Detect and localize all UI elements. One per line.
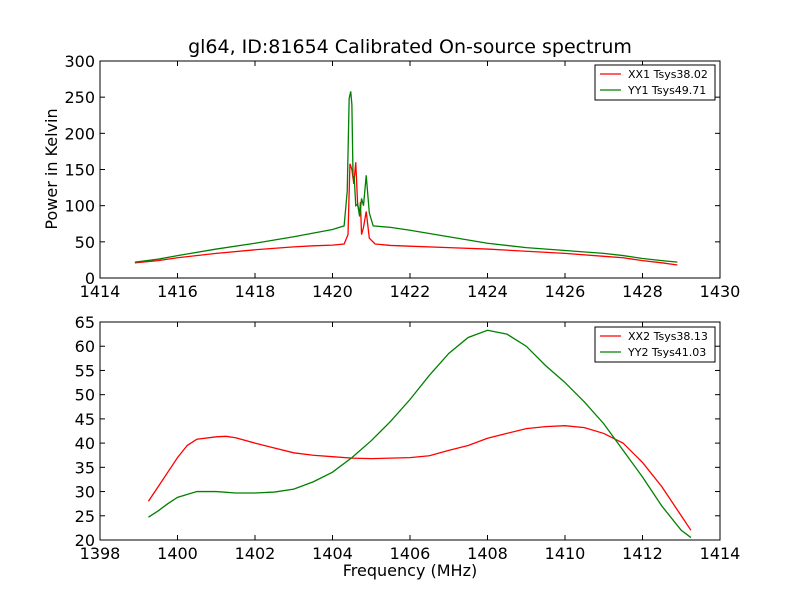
bottom-ytick-label-1: 25 bbox=[75, 507, 95, 526]
top-legend-box bbox=[594, 64, 716, 101]
top-ytick-label-0: 0 bbox=[85, 269, 95, 288]
top-ylabel: Power in Kelvin bbox=[42, 108, 61, 229]
bottom-ytick-label-2: 30 bbox=[75, 483, 95, 502]
top-xtick-label-5: 1424 bbox=[467, 282, 508, 301]
bottom-ytick-label-3: 35 bbox=[75, 458, 95, 477]
bottom-xlabel: Frequency (MHz) bbox=[343, 561, 477, 580]
top-xtick-label-3: 1420 bbox=[312, 282, 353, 301]
top-xtick-label-8: 1430 bbox=[700, 282, 741, 301]
bottom-legend-box bbox=[594, 326, 716, 363]
top-series-line-0 bbox=[134, 162, 678, 266]
top-ytick-label-2: 100 bbox=[64, 197, 95, 216]
bottom-xtick-label-7: 1412 bbox=[622, 544, 663, 563]
bottom-xtick-label-6: 1410 bbox=[545, 544, 586, 563]
top-ytick-label-5: 250 bbox=[64, 88, 95, 107]
top-xtick-label-1: 1416 bbox=[157, 282, 198, 301]
bottom-xtick-label-1: 1400 bbox=[157, 544, 198, 563]
top-plot: 1414 1416 1418 1420 1422 1424 1426 1428 1430 0 50 1… bbox=[64, 52, 740, 301]
top-xtick-label-7: 1428 bbox=[622, 282, 663, 301]
top-ytick-label-4: 200 bbox=[64, 124, 95, 143]
bottom-xtick-label-8: 1414 bbox=[700, 544, 741, 563]
bottom-legend-label-0: XX2 Tsys38.13 bbox=[628, 330, 708, 343]
bottom-ytick-label-8: 60 bbox=[75, 337, 95, 356]
top-ytick-label-6: 300 bbox=[64, 52, 95, 71]
bottom-ytick-label-7: 55 bbox=[75, 361, 95, 380]
top-legend-label-1: YY1 Tsys49.71 bbox=[627, 84, 706, 97]
bottom-xtick-label-5: 1408 bbox=[467, 544, 508, 563]
top-ytick-label-1: 50 bbox=[75, 233, 95, 252]
top-xtick-label-6: 1426 bbox=[545, 282, 586, 301]
bottom-ytick-label-4: 40 bbox=[75, 434, 95, 453]
bottom-ytick-label-6: 50 bbox=[75, 386, 95, 405]
top-series-line-1 bbox=[134, 91, 678, 263]
bottom-xtick-label-2: 1402 bbox=[235, 544, 276, 563]
bottom-xtick-label-4: 1406 bbox=[390, 544, 431, 563]
chart-title: gl64, ID:81654 Calibrated On-source spec… bbox=[188, 36, 632, 58]
bottom-series-line-1 bbox=[148, 329, 692, 539]
bottom-xtick-label-3: 1404 bbox=[312, 544, 353, 563]
top-ytick-label-3: 150 bbox=[64, 161, 95, 180]
bottom-plot: 1398 1400 1402 1404 1406 1408 1410 1412 1414 20 25… bbox=[75, 313, 741, 563]
bottom-legend-label-1: YY2 Tsys41.03 bbox=[627, 346, 706, 359]
bottom-ytick-label-5: 45 bbox=[75, 410, 95, 429]
top-xtick-label-0: 1414 bbox=[80, 282, 121, 301]
top-legend: XX1 Tsys38.02 YY1 Tsys49.71 bbox=[594, 64, 716, 101]
bottom-ytick-label-0: 20 bbox=[75, 531, 95, 550]
bottom-series-line-0 bbox=[147, 425, 692, 531]
top-xtick-label-2: 1418 bbox=[235, 282, 276, 301]
top-xtick-label-4: 1422 bbox=[390, 282, 431, 301]
bottom-ytick-label-9: 65 bbox=[75, 313, 95, 332]
top-legend-label-0: XX1 Tsys38.02 bbox=[628, 68, 708, 81]
bottom-legend: XX2 Tsys38.13 YY2 Tsys41.03 bbox=[594, 326, 716, 363]
bottom-xtick-label-0: 1398 bbox=[80, 544, 121, 563]
